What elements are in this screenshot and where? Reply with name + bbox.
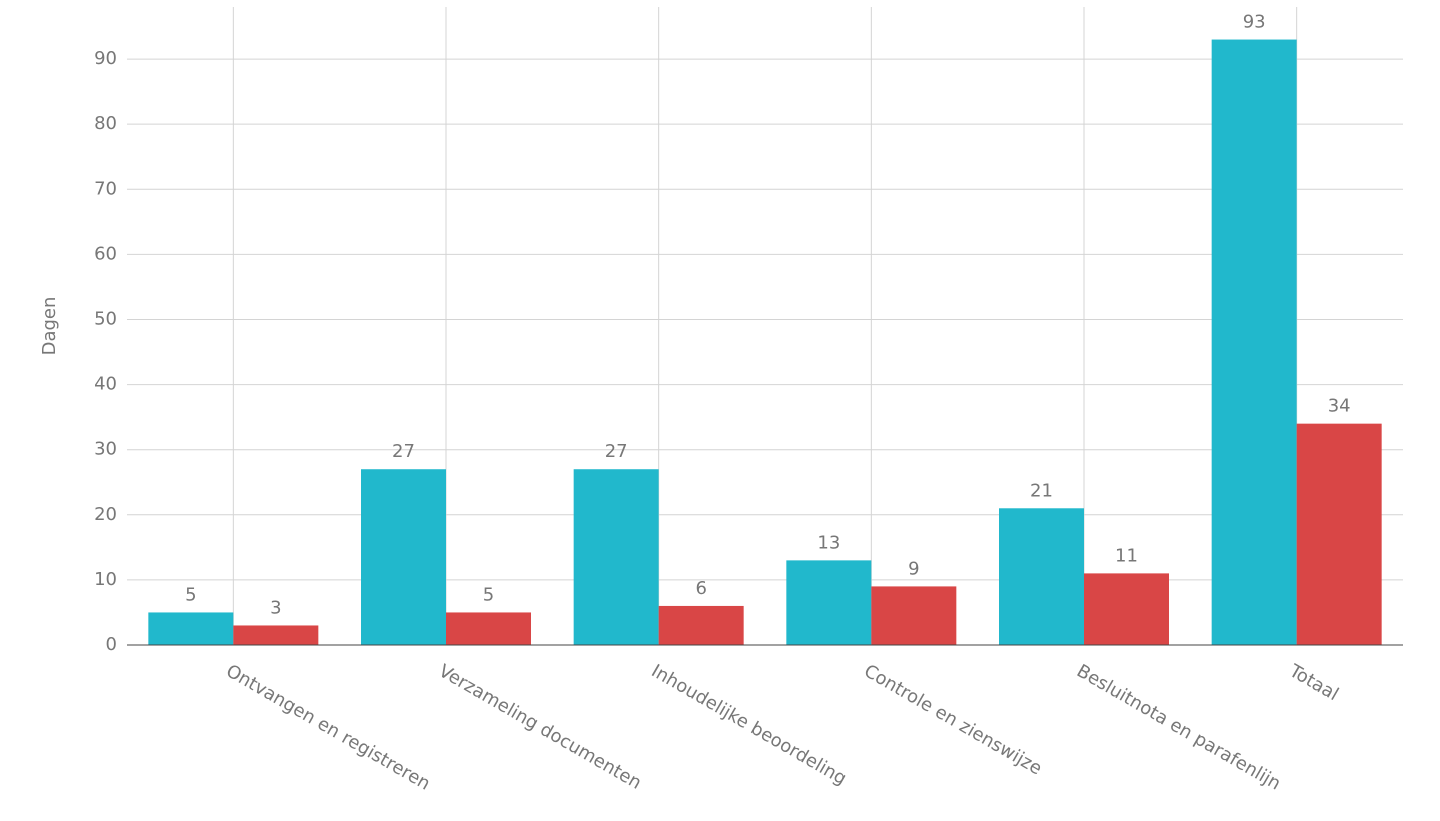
bar: [1084, 573, 1169, 645]
x-tick-label: Controle en zienswijze: [860, 660, 1045, 779]
y-tick-label: 30: [94, 439, 117, 460]
bar: [233, 625, 319, 645]
y-tick-label: 80: [94, 113, 117, 134]
data-label: 11: [1115, 545, 1138, 566]
x-tick-label: Besluitnota en parafenlijn: [1073, 660, 1284, 794]
y-tick-label: 50: [94, 308, 117, 329]
bar: [999, 508, 1084, 645]
x-tick-label: Ontvangen en registreren: [222, 660, 433, 794]
data-label: 3: [270, 597, 281, 618]
data-label: 5: [483, 584, 494, 605]
x-tick-label: Totaal: [1285, 660, 1342, 705]
data-label: 21: [1030, 480, 1053, 501]
bar: [148, 612, 234, 645]
data-label: 5: [185, 584, 196, 605]
y-tick-label: 10: [94, 569, 117, 590]
bar: [446, 612, 531, 645]
data-label: 9: [908, 558, 919, 579]
bar: [361, 469, 446, 645]
data-label: 13: [817, 532, 840, 553]
x-tick-label: Inhoudelijke beoordeling: [648, 660, 850, 789]
y-tick-label: 70: [94, 178, 117, 199]
y-tick-label: 90: [94, 48, 117, 69]
bar: [786, 560, 872, 645]
y-tick-label: 0: [106, 634, 117, 655]
x-tick-label: Verzameling documenten: [435, 660, 645, 793]
bar: [573, 469, 659, 645]
bar: [1211, 39, 1297, 645]
data-label: 27: [605, 441, 628, 462]
bar: [871, 586, 957, 645]
bar: [1296, 423, 1382, 645]
data-label: 27: [392, 441, 415, 462]
y-tick-label: 60: [94, 243, 117, 264]
y-tick-label: 20: [94, 504, 117, 525]
data-label: 6: [695, 578, 706, 599]
bar: [658, 605, 744, 645]
y-tick-label: 40: [94, 374, 117, 395]
data-label: 34: [1328, 396, 1351, 417]
data-label: 93: [1243, 12, 1266, 33]
y-axis-label: Dagen: [39, 297, 60, 356]
